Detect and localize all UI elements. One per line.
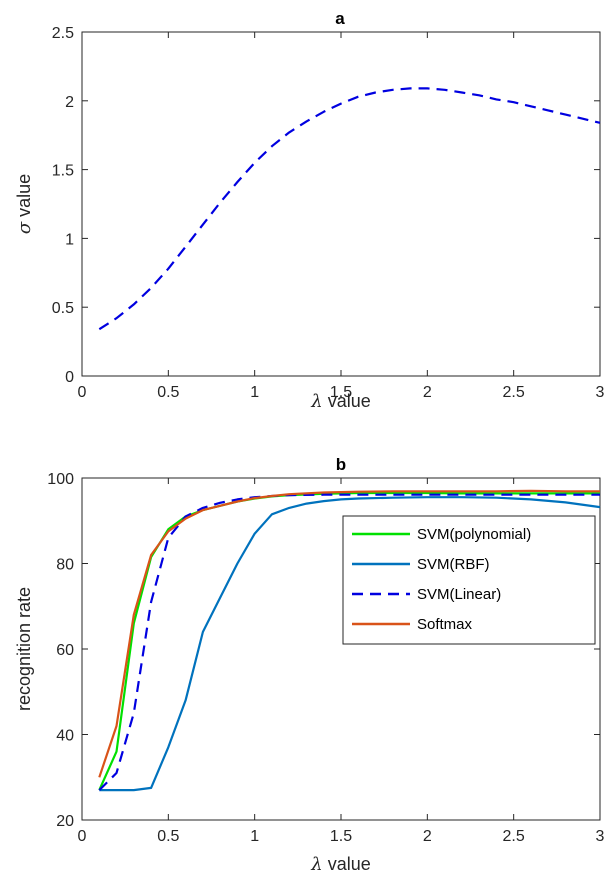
legend-label: Softmax bbox=[417, 616, 473, 633]
panel-b-x-tick-label: 3 bbox=[596, 828, 605, 845]
legend-label: SVM(Linear) bbox=[417, 586, 501, 603]
panel-a-y-tick-label: 1.5 bbox=[52, 163, 74, 180]
panel-a-y-tick-label: 0 bbox=[65, 369, 74, 386]
panel-b-y-tick-label: 100 bbox=[47, 471, 74, 488]
panel-a-y-tick-label: 2 bbox=[65, 94, 74, 111]
panel-b: b 0 0.5 1 1.5 2 2.5 3 20 40 60 80 100 λ value recog… bbox=[14, 455, 605, 875]
panel-b-title: b bbox=[336, 455, 346, 474]
panel-b-y-tick-label: 20 bbox=[56, 813, 74, 830]
panel-b-legend: SVM(polynomial) SVM(RBF) SVM(Linear) Softma… bbox=[342, 515, 596, 645]
panel-b-x-tick-label: 2.5 bbox=[503, 828, 525, 845]
panel-b-x-tick-label: 2 bbox=[423, 828, 432, 845]
panel-b-series-line-softmax bbox=[98, 489, 600, 778]
panel-b-y-tick-label: 80 bbox=[56, 557, 74, 574]
panel-a-x-tick-label: 0.5 bbox=[157, 384, 179, 401]
panel-b-y-tick-label: 60 bbox=[56, 642, 74, 659]
panel-a-x-tick-label: 1 bbox=[250, 384, 259, 401]
panel-a-y-axis-label: σ value bbox=[14, 174, 35, 234]
panel-a-x-tick-label: 2 bbox=[423, 384, 432, 401]
panel-a-y-tick-label: 1 bbox=[65, 231, 74, 248]
legend-box bbox=[342, 515, 596, 645]
panel-a-series-line-0 bbox=[98, 87, 601, 331]
panel-a-x-symbol: λ bbox=[310, 391, 322, 412]
panel-b-ticks: 0 0.5 1 1.5 2 2.5 3 20 40 60 80 100 bbox=[47, 471, 604, 845]
panel-b-x-symbol: λ bbox=[310, 854, 322, 875]
panel-a-x-tick-label: 3 bbox=[596, 384, 605, 401]
panel-a-y-text: value bbox=[14, 174, 34, 222]
legend-items: SVM(polynomial) SVM(RBF) SVM(Linear) Softma… bbox=[352, 526, 531, 633]
panel-a: a 0 0.5 1 1.5 2 2.5 3 0 0.5 1 1.5 2 2.5 λ value σ va… bbox=[14, 9, 605, 412]
panel-b-y-axis-label: recognition rate bbox=[14, 587, 34, 711]
legend-label: SVM(polynomial) bbox=[417, 526, 531, 543]
panel-b-x-axis-label: λ value bbox=[310, 854, 370, 875]
panel-b-x-tick-label: 1 bbox=[250, 828, 259, 845]
panel-a-x-text: value bbox=[323, 391, 371, 411]
panel-b-y-tick-label: 40 bbox=[56, 728, 74, 745]
panel-b-series bbox=[98, 489, 601, 792]
panel-a-x-axis-label: λ value bbox=[310, 391, 370, 412]
panel-b-x-tick-label: 1.5 bbox=[330, 828, 352, 845]
panel-a-title: a bbox=[335, 9, 345, 28]
panel-b-x-text: value bbox=[323, 854, 371, 874]
panel-a-x-tick-label: 0 bbox=[78, 384, 87, 401]
panel-a-series bbox=[98, 87, 601, 331]
panel-b-x-tick-label: 0.5 bbox=[157, 828, 179, 845]
panel-a-ticks: 0 0.5 1 1.5 2 2.5 3 0 0.5 1 1.5 2 2.5 bbox=[52, 25, 605, 401]
legend-label: SVM(RBF) bbox=[417, 556, 490, 573]
panel-a-y-tick-label: 2.5 bbox=[52, 25, 74, 42]
panel-a-y-symbol: σ bbox=[14, 221, 35, 234]
panel-b-series-line-svm-rbf bbox=[99, 496, 601, 792]
panel-a-x-tick-label: 1.5 bbox=[330, 384, 352, 401]
panel-a-y-tick-label: 0.5 bbox=[52, 300, 74, 317]
panel-b-x-tick-label: 0 bbox=[78, 828, 87, 845]
panel-a-x-tick-label: 2.5 bbox=[503, 384, 525, 401]
